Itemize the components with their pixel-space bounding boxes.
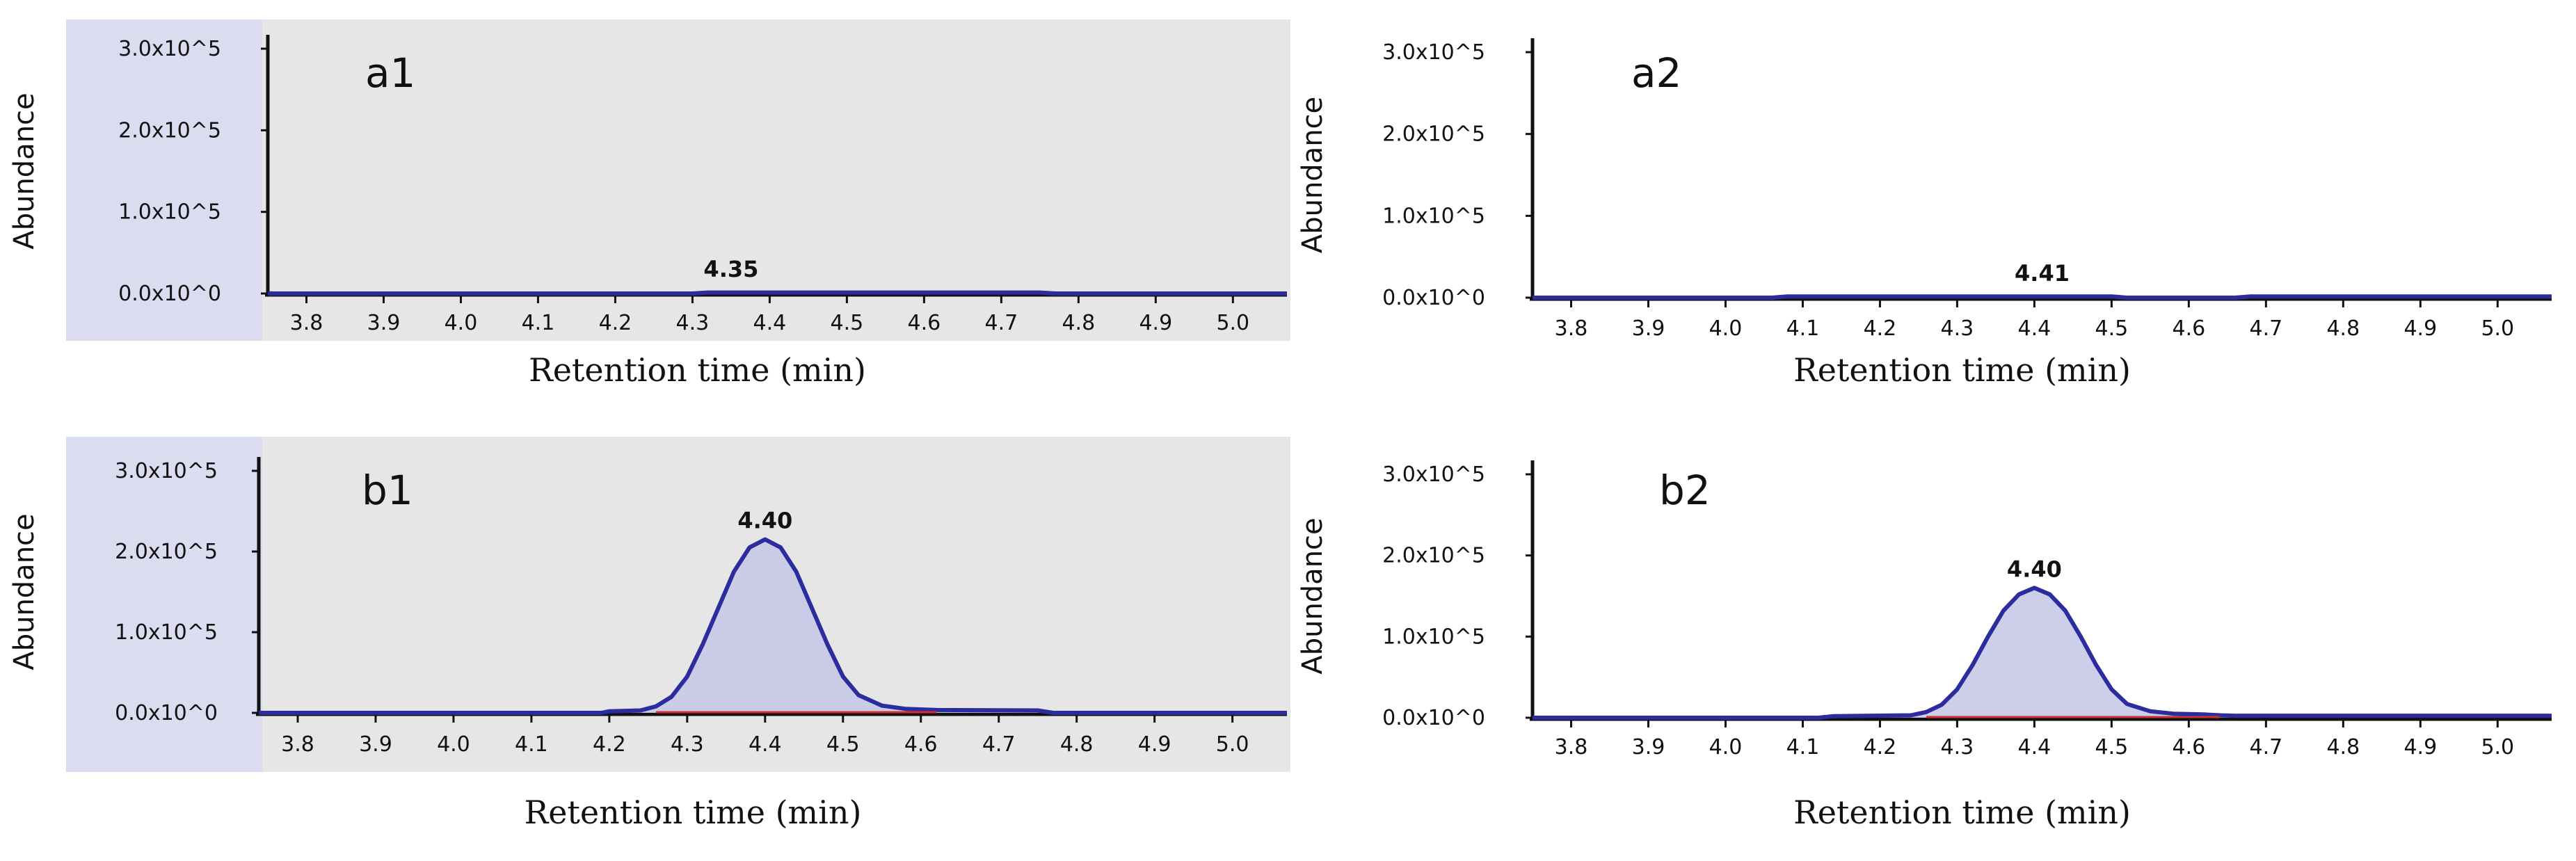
peak-retention-label: 4.40 (2007, 556, 2062, 582)
x-tick-label: 4.6 (2173, 316, 2206, 341)
y-axis-title: Abundance (8, 513, 40, 670)
x-tick-label: 4.3 (1941, 735, 1974, 759)
x-tick-label: 5.0 (2481, 316, 2514, 341)
x-tick-label: 5.0 (1216, 732, 1249, 757)
peak-retention-label: 4.41 (2015, 260, 2070, 287)
x-tick-label: 4.2 (1864, 735, 1897, 759)
x-tick-label: 4.6 (908, 311, 941, 335)
y-tick-label: 1.0x10^5 (118, 200, 221, 225)
chart-panel-b1: 0.0x10^0 1.0x10^5 2.0x10^5 3.0x10^5 3.8 3.9 4.… (8, 437, 1290, 831)
x-tick-label: 4.5 (2095, 735, 2129, 759)
y-tick-label: 1.0x10^5 (1382, 204, 1485, 228)
plot-background (262, 19, 1290, 341)
x-tick-label: 4.5 (831, 311, 864, 335)
x-tick-label: 4.5 (826, 732, 860, 757)
x-tick-label: 4.7 (984, 311, 1018, 335)
x-tick-label: 5.0 (2481, 735, 2514, 759)
x-axis-title: Retention time (min) (529, 351, 866, 389)
peak-retention-label: 4.40 (737, 508, 792, 534)
x-tick-label: 3.8 (1555, 735, 1588, 759)
x-tick-label: 4.7 (2249, 316, 2282, 341)
x-tick-label: 4.3 (1941, 316, 1974, 341)
y-tick-label: 3.0x10^5 (118, 37, 221, 61)
x-tick-label: 4.1 (515, 732, 548, 757)
y-tick-label: 1.0x10^5 (1382, 625, 1485, 649)
x-tick-label: 4.9 (2403, 316, 2437, 341)
x-tick-label: 4.4 (749, 732, 782, 757)
x-tick-label: 4.4 (2018, 735, 2051, 759)
y-tick-label: 3.0x10^5 (1382, 40, 1485, 65)
panel-label: b2 (1659, 467, 1711, 514)
x-tick-label: 4.1 (1786, 735, 1820, 759)
x-tick-label: 4.9 (1138, 732, 1171, 757)
y-tick-label: 3.0x10^5 (1382, 462, 1485, 487)
chart-panel-b2: 0.0x10^0 1.0x10^5 2.0x10^5 3.0x10^5 3.8 3.9 4.… (1297, 460, 2552, 831)
x-tick-label: 4.2 (599, 311, 632, 335)
x-tick-label: 4.0 (1709, 735, 1743, 759)
y-axis-title: Abundance (8, 92, 40, 249)
x-tick-label: 4.6 (2173, 735, 2206, 759)
x-tick-label: 4.7 (982, 732, 1016, 757)
panel-label: a1 (365, 49, 415, 97)
y-axis-background (66, 19, 262, 341)
x-tick-label: 3.9 (359, 732, 392, 757)
x-tick-label: 3.9 (367, 311, 401, 335)
x-axis-title: Retention time (min) (1793, 794, 2131, 831)
x-tick-label: 4.0 (445, 311, 478, 335)
x-tick-label: 4.1 (522, 311, 555, 335)
y-axis-title: Abundance (1297, 517, 1329, 674)
y-tick-label: 0.0x10^0 (118, 282, 221, 306)
y-tick-label: 2.0x10^5 (1382, 544, 1485, 568)
y-axis-background (66, 437, 262, 772)
x-tick-label: 4.6 (904, 732, 938, 757)
x-tick-label: 4.3 (676, 311, 710, 335)
y-tick-label: 0.0x10^0 (1382, 286, 1485, 310)
x-tick-label: 4.1 (1786, 316, 1820, 341)
x-tick-label: 4.3 (671, 732, 704, 757)
x-tick-label: 4.8 (2326, 735, 2360, 759)
x-tick-label: 3.8 (1555, 316, 1588, 341)
panel-label: a2 (1631, 49, 1681, 97)
x-tick-label: 4.4 (753, 311, 787, 335)
x-tick-label: 4.0 (1709, 316, 1743, 341)
y-tick-label: 0.0x10^0 (1382, 706, 1485, 730)
chart-panel-a2: 0.0x10^0 1.0x10^5 2.0x10^5 3.0x10^5 3.8 3.9 4.… (1297, 38, 2552, 389)
y-tick-label: 2.0x10^5 (118, 118, 221, 143)
y-tick-label: 2.0x10^5 (115, 540, 218, 564)
x-tick-label: 3.8 (290, 311, 323, 335)
panel-label: b1 (362, 467, 413, 514)
x-tick-label: 5.0 (1216, 311, 1249, 335)
x-tick-label: 3.9 (1632, 316, 1665, 341)
x-tick-label: 4.8 (1062, 311, 1095, 335)
x-tick-label: 4.8 (2326, 316, 2360, 341)
x-tick-label: 4.8 (1060, 732, 1094, 757)
x-axis-title: Retention time (min) (1793, 351, 2131, 389)
y-tick-label: 0.0x10^0 (115, 701, 218, 725)
chart-panel-a1: 0.0x10^0 1.0x10^5 2.0x10^5 3.0x10^5 3.8 3.9 4.… (8, 19, 1290, 389)
x-axis-title: Retention time (min) (525, 794, 862, 831)
x-tick-label: 3.8 (281, 732, 314, 757)
peak-area-fill (259, 539, 1287, 713)
chromatogram-trace (259, 537, 1287, 715)
x-tick-label: 4.4 (2018, 316, 2051, 341)
x-tick-label: 4.2 (593, 732, 626, 757)
chromatogram-trace (1533, 586, 2552, 720)
x-tick-label: 4.7 (2249, 735, 2282, 759)
x-tick-label: 4.0 (437, 732, 470, 757)
y-axis-title: Abundance (1297, 97, 1329, 253)
peak-area-fill (1533, 588, 2552, 718)
y-tick-label: 1.0x10^5 (115, 620, 218, 645)
peak-retention-label: 4.35 (703, 256, 758, 282)
x-tick-label: 3.9 (1632, 735, 1665, 759)
x-tick-label: 4.9 (1139, 311, 1172, 335)
chromatogram-trace (1533, 294, 2552, 300)
y-tick-label: 2.0x10^5 (1382, 122, 1485, 147)
x-tick-label: 4.2 (1864, 316, 1897, 341)
x-tick-label: 4.5 (2095, 316, 2129, 341)
x-tick-label: 4.9 (2403, 735, 2437, 759)
y-tick-label: 3.0x10^5 (115, 459, 218, 483)
